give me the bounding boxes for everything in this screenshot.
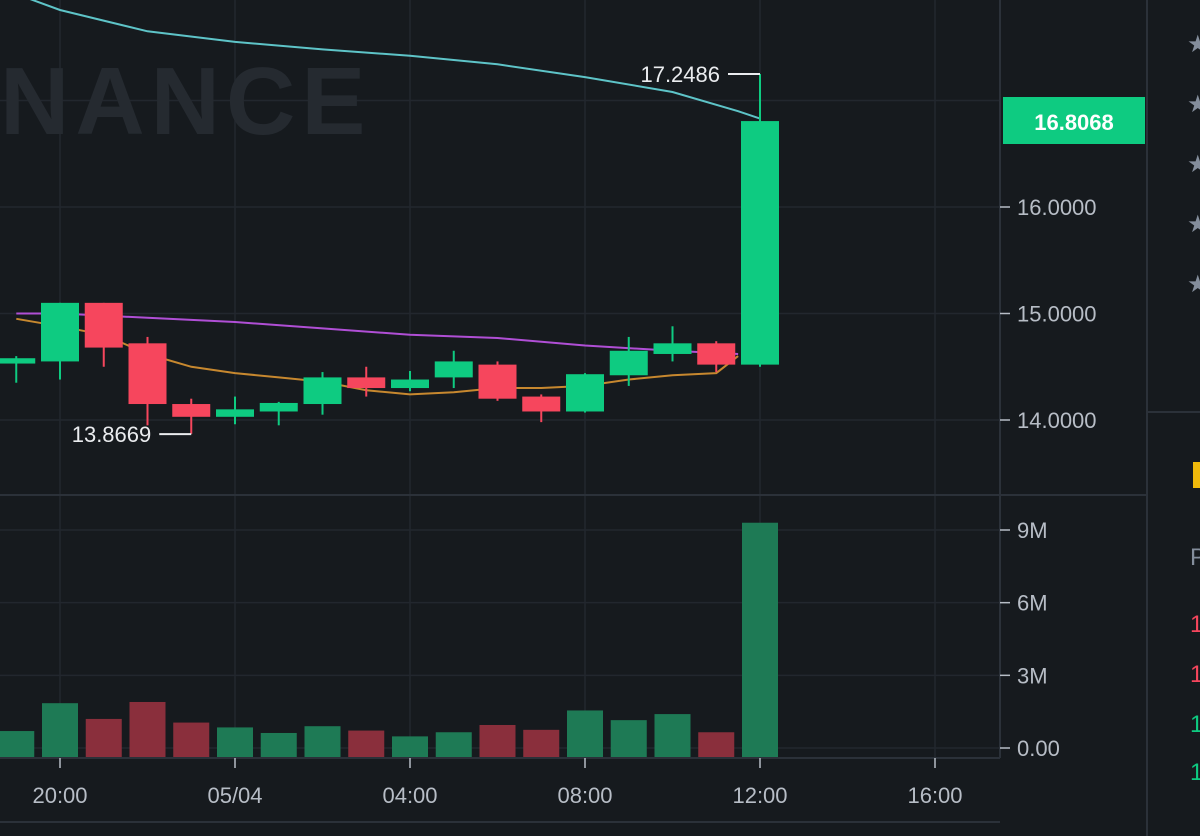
time-tick-label: 20:00	[32, 783, 87, 808]
star-icon: ★	[1187, 91, 1200, 118]
volume-bar-down	[698, 732, 735, 758]
time-tick-label: 04:00	[382, 783, 437, 808]
high-low-annotations: 17.2486 13.8669	[72, 62, 760, 447]
candle-down	[522, 396, 561, 412]
candle-up	[653, 343, 692, 354]
time-tick-label: 08:00	[557, 783, 612, 808]
star-icon: ★	[1187, 271, 1200, 298]
sidebar-text-fragment: 1	[1190, 611, 1200, 638]
last-price-tag: 16.8068	[1003, 97, 1145, 144]
price-tick-label: 15.0000	[1017, 302, 1097, 327]
volume-bar-down	[479, 724, 516, 758]
volume-tick-label: 9M	[1017, 518, 1048, 543]
star-icon: ★	[1187, 211, 1200, 238]
volume-bar-up	[567, 710, 603, 758]
sidebar-text-fragment: 1	[1190, 711, 1200, 738]
watermark-text: NANCE	[0, 48, 371, 155]
volume-axis: 9M 6M 3M 0.00	[1000, 518, 1060, 761]
time-tick-label: 05/04	[207, 783, 262, 808]
volume-bar-up	[304, 726, 341, 758]
candle-up	[216, 409, 254, 417]
volume-bar-up	[392, 736, 428, 758]
candle-down	[84, 302, 123, 348]
star-icon: ★	[1187, 31, 1200, 58]
candle-up	[0, 358, 36, 364]
candle-down	[172, 404, 211, 417]
sidebar-text-fragment: P	[1190, 544, 1200, 571]
price-tick-label: 16.0000	[1017, 195, 1097, 220]
right-sidebar: ★ ★ ★ ★ ★ P 1 1 1 1	[1187, 31, 1200, 786]
candle-down	[128, 343, 167, 405]
candle-up	[609, 350, 648, 376]
time-tick-label: 16:00	[907, 783, 962, 808]
volume-tick-label: 6M	[1017, 591, 1048, 616]
last-price-value: 16.8068	[1034, 110, 1114, 135]
high-price-label: 17.2486	[640, 62, 720, 87]
volume-bar-down	[523, 729, 560, 758]
volume-bar-down	[129, 701, 166, 758]
candle-up	[434, 361, 473, 378]
price-tick-label: 14.0000	[1017, 408, 1097, 433]
volume-bar-up	[654, 714, 691, 758]
volume-bar-up	[0, 731, 35, 758]
volume-tick-label: 0.00	[1017, 736, 1060, 761]
volume-bar-down	[173, 722, 210, 758]
candle-up	[259, 402, 298, 412]
volume-bar-up	[610, 720, 647, 758]
low-price-label: 13.8669	[72, 422, 152, 447]
time-axis: 20:00 05/04 04:00 08:00 12:00 16:00	[32, 758, 963, 808]
last-price-badge	[1003, 97, 1145, 144]
volume-bar-up	[260, 732, 297, 758]
volume-bar-up	[742, 522, 778, 758]
volume-bar-up	[42, 703, 78, 758]
candle-up	[41, 302, 79, 362]
candle-down	[347, 377, 386, 389]
time-tick-label: 12:00	[732, 783, 787, 808]
sidebar-yellow-marker	[1193, 462, 1200, 488]
star-icon: ★	[1187, 151, 1200, 178]
candle-up	[303, 377, 342, 405]
sidebar-text-fragment: 1	[1190, 759, 1200, 786]
volume-tick-label: 3M	[1017, 663, 1048, 688]
price-axis: 16.0000 15.0000 14.0000	[1000, 195, 1097, 433]
volume-bar-up	[435, 732, 472, 758]
volume-bar-down	[348, 730, 385, 758]
volume-bar-up	[217, 727, 253, 758]
volume-bar-down	[85, 718, 122, 758]
moving-average-line	[29, 0, 761, 120]
sidebar-text-fragment: 1	[1190, 661, 1200, 688]
candle-up	[741, 121, 779, 365]
candles	[0, 74, 779, 434]
candle-up	[391, 379, 429, 389]
volume-bars	[0, 522, 778, 758]
candle-up	[566, 374, 604, 412]
candle-down	[697, 343, 736, 365]
candle-down	[478, 364, 517, 399]
